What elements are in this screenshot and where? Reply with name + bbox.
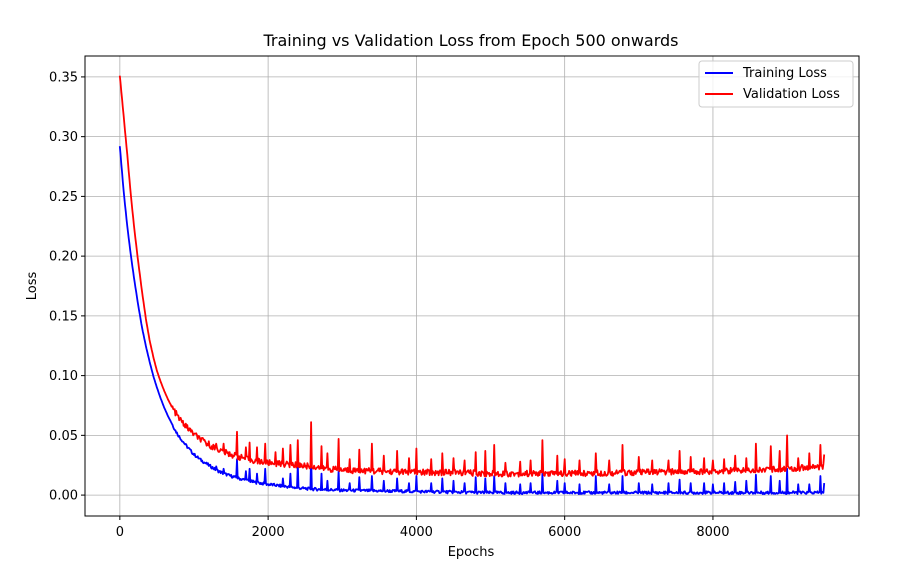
y-tick-label: 0.35: [49, 70, 78, 85]
x-tick-label: 8000: [696, 525, 729, 540]
grid: [85, 56, 859, 516]
y-tick-label: 0.00: [49, 489, 78, 504]
legend-box: [698, 60, 854, 108]
x-tick-label: 2000: [252, 525, 285, 540]
axis-ticks: 0 2000 4000 6000 8000 0.00 0.05 0.10 0.15 0.20 0.2…: [49, 70, 729, 540]
y-tick-label: 0.25: [49, 190, 78, 205]
plot-frame: [84, 55, 860, 517]
y-tick-label: 0.20: [49, 250, 78, 265]
x-axis-label: Epochs: [448, 545, 495, 560]
x-tick-label: 0: [116, 525, 124, 540]
y-tick-label: 0.30: [49, 130, 78, 145]
series-line-training: [118, 146, 826, 495]
y-tick-label: 0.15: [49, 309, 78, 324]
legend-label-training: Training Loss: [742, 66, 827, 81]
series-layer: [118, 75, 826, 495]
y-axis-label: Loss: [25, 272, 40, 301]
series-line-validation: [118, 75, 826, 478]
x-tick-label: 6000: [548, 525, 581, 540]
y-tick-label: 0.05: [49, 429, 78, 444]
x-tick-label: 4000: [400, 525, 433, 540]
y-tick-label: 0.10: [49, 369, 78, 384]
legend-label-validation: Validation Loss: [743, 87, 840, 102]
chart-title: Training vs Validation Loss from Epoch 5…: [262, 31, 678, 50]
legend: Training Loss Validation Loss: [698, 60, 854, 108]
